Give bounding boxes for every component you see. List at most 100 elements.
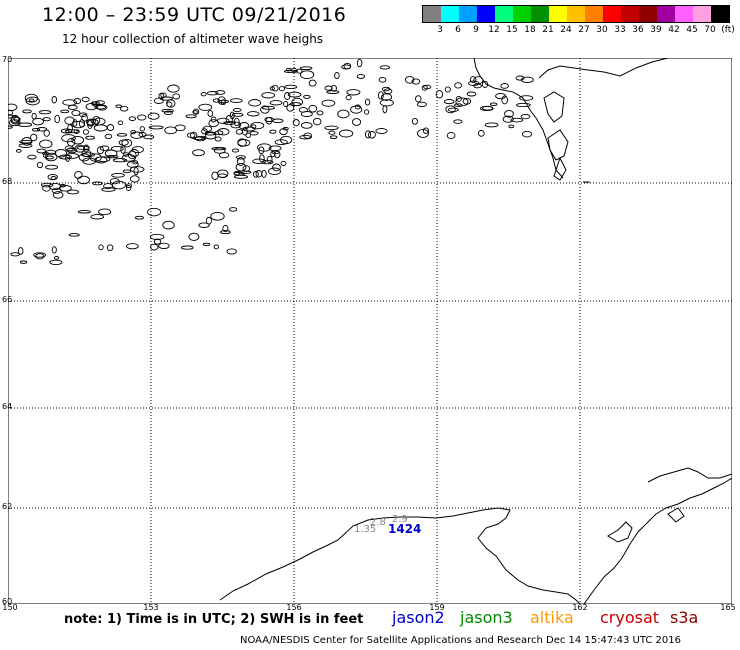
lake-outline (233, 171, 246, 176)
lake-outline (299, 70, 315, 80)
lake-outline (469, 76, 477, 83)
lake-outline (36, 161, 44, 169)
lake-outline (36, 148, 47, 154)
lake-outline (346, 89, 361, 96)
lake-outline (13, 116, 21, 122)
lake-outline (473, 76, 484, 85)
lake-outline (73, 98, 82, 105)
lake-outline (502, 115, 514, 123)
lake-outline (257, 143, 272, 152)
scale-swatch (441, 6, 459, 22)
scale-swatch (657, 6, 675, 22)
lake-outline (66, 189, 80, 195)
lake-outline (82, 129, 89, 135)
lake-outline (125, 183, 133, 189)
lake-outline (117, 120, 124, 125)
lake-outline (226, 248, 237, 255)
lake-outline (356, 73, 366, 79)
lake-outline (444, 86, 451, 93)
lake-outline (128, 116, 137, 122)
lake-outline (303, 132, 313, 139)
scale-label: 70 (704, 25, 716, 35)
lake-outline (36, 127, 48, 132)
lake-outline (411, 78, 421, 85)
lake-outline (89, 153, 102, 162)
lake-outline (192, 110, 198, 115)
lake-outline (133, 167, 139, 176)
lake-outline (504, 109, 514, 118)
lake-outline (274, 150, 281, 159)
lake-outline (331, 84, 337, 92)
lake-outline (341, 64, 352, 70)
lake-outline (308, 79, 317, 87)
lake-outline (21, 137, 33, 146)
lake-outline (455, 96, 462, 102)
lake-outline (109, 178, 120, 185)
lake-outline (198, 222, 210, 228)
scale-label: 24 (560, 25, 572, 35)
lake-outline (213, 244, 219, 250)
scale-swatch (585, 6, 603, 22)
lake-outline (42, 184, 51, 192)
lake-outline (329, 135, 338, 140)
lake-outline (31, 112, 37, 120)
lake-outline (158, 242, 170, 250)
scale-label: 36 (632, 25, 644, 35)
scale-swatch (459, 6, 477, 22)
lake-outline (321, 99, 336, 107)
lake-outline (40, 182, 54, 188)
lake-outline (351, 118, 362, 126)
lake-outline (249, 131, 259, 136)
lake-outline (447, 107, 459, 112)
lake-outline (116, 133, 128, 137)
scale-label: 45 (686, 25, 698, 35)
lake-outline (137, 114, 147, 121)
lake-outline (289, 102, 302, 107)
lake-outline (247, 111, 260, 117)
lake-outline (287, 91, 302, 98)
lake-outline (186, 132, 196, 138)
lake-outline (222, 224, 229, 233)
lake-outline (217, 128, 230, 136)
lake-outline (364, 98, 371, 106)
swh-value-2: 2.9 (392, 514, 408, 525)
lake-outline (233, 117, 240, 127)
lake-outline (148, 125, 164, 130)
lake-outline (106, 244, 114, 252)
lake-outline (64, 116, 75, 125)
lake-outline (126, 161, 139, 168)
lake-outline (274, 139, 288, 146)
scale-swatch (675, 6, 693, 22)
longitude-label: 153 (143, 603, 159, 612)
longitude-label: 156 (286, 603, 302, 612)
scale-label: 9 (473, 25, 479, 35)
lake-outline (205, 216, 212, 225)
lake-outline (134, 215, 144, 220)
latitude-label: 64 (2, 402, 13, 411)
lake-outline (508, 124, 515, 129)
lake-outline (229, 98, 243, 103)
lake-outline (101, 187, 116, 192)
longitude-label: 165 (720, 603, 736, 612)
lake-outline (126, 243, 139, 250)
lake-outline (280, 160, 287, 166)
lake-outline (300, 111, 313, 117)
lake-outline (95, 100, 105, 105)
chart-subtitle: 12 hour collection of altimeter wave hei… (62, 32, 324, 46)
lake-outline (123, 152, 130, 157)
legend-jason2: jason2 (392, 608, 445, 627)
lake-outline (81, 96, 90, 103)
scale-label: 42 (668, 25, 680, 35)
lake-outline (115, 104, 122, 108)
lake-outline (8, 110, 13, 116)
lake-outline (282, 127, 289, 131)
lake-outline (510, 117, 524, 123)
scale-label: 6 (455, 25, 461, 35)
lake-outline (482, 105, 494, 111)
lake-outline (120, 105, 129, 112)
lake-outline (106, 154, 119, 159)
lake-outline (415, 95, 422, 103)
lake-outline (122, 169, 132, 174)
legend-altika: altika (530, 608, 574, 627)
lake-outline (232, 107, 242, 113)
